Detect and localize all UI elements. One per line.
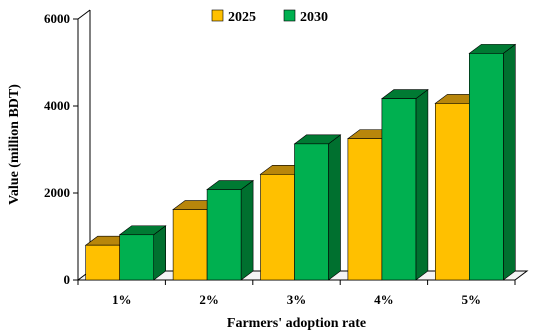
y-tick-label: 2000 — [44, 185, 70, 200]
bar-side — [502, 43, 516, 281]
legend-label: 2025 — [228, 10, 256, 25]
bar-side — [328, 134, 341, 281]
legend: 2025 2030 — [211, 9, 328, 25]
bar-side — [240, 179, 254, 281]
y-axis-depth-line — [77, 9, 91, 20]
legend-item-2025: 2025 — [211, 9, 256, 25]
y-tick-label: 0 — [64, 272, 71, 287]
bar-front — [468, 53, 504, 281]
bar-front — [172, 209, 208, 281]
legend-item-2030: 2030 — [283, 9, 328, 25]
bar-2030-2% — [206, 179, 255, 281]
bar-front — [434, 103, 470, 281]
x-axis-title: Farmers' adoption rate — [227, 316, 366, 330]
bar-front — [381, 98, 417, 281]
y-tick-label: 6000 — [44, 11, 70, 26]
bar-2030-1% — [118, 225, 167, 281]
bar-front — [85, 244, 120, 281]
legend-swatch — [283, 9, 296, 22]
bar-2030-4% — [380, 89, 429, 281]
x-tick-label: 2% — [199, 292, 219, 307]
x-tick-label: 1% — [112, 292, 132, 307]
bar-front — [294, 143, 329, 281]
legend-label: 2030 — [300, 10, 328, 25]
y-tick-labels: 0 2000 4000 6000 — [44, 11, 70, 287]
bar-2030-3% — [293, 134, 342, 281]
x-tick-labels: 1% 2% 3% 4% 5% — [112, 292, 481, 307]
bar-front — [119, 234, 154, 281]
bar-side — [415, 89, 429, 281]
y-tick-label: 4000 — [44, 98, 70, 113]
bar-front — [206, 189, 242, 281]
bar-front — [260, 173, 295, 281]
y-axis-title: Value (million BDT) — [7, 84, 22, 205]
x-tick-label: 5% — [462, 292, 482, 307]
bar-side — [153, 225, 166, 281]
bar-2030-5% — [468, 43, 517, 281]
chart-bars — [84, 43, 517, 281]
legend-swatch — [211, 9, 224, 22]
x-tick-label: 4% — [374, 292, 394, 307]
bar-front — [347, 138, 383, 281]
x-tick-label: 3% — [287, 292, 307, 307]
